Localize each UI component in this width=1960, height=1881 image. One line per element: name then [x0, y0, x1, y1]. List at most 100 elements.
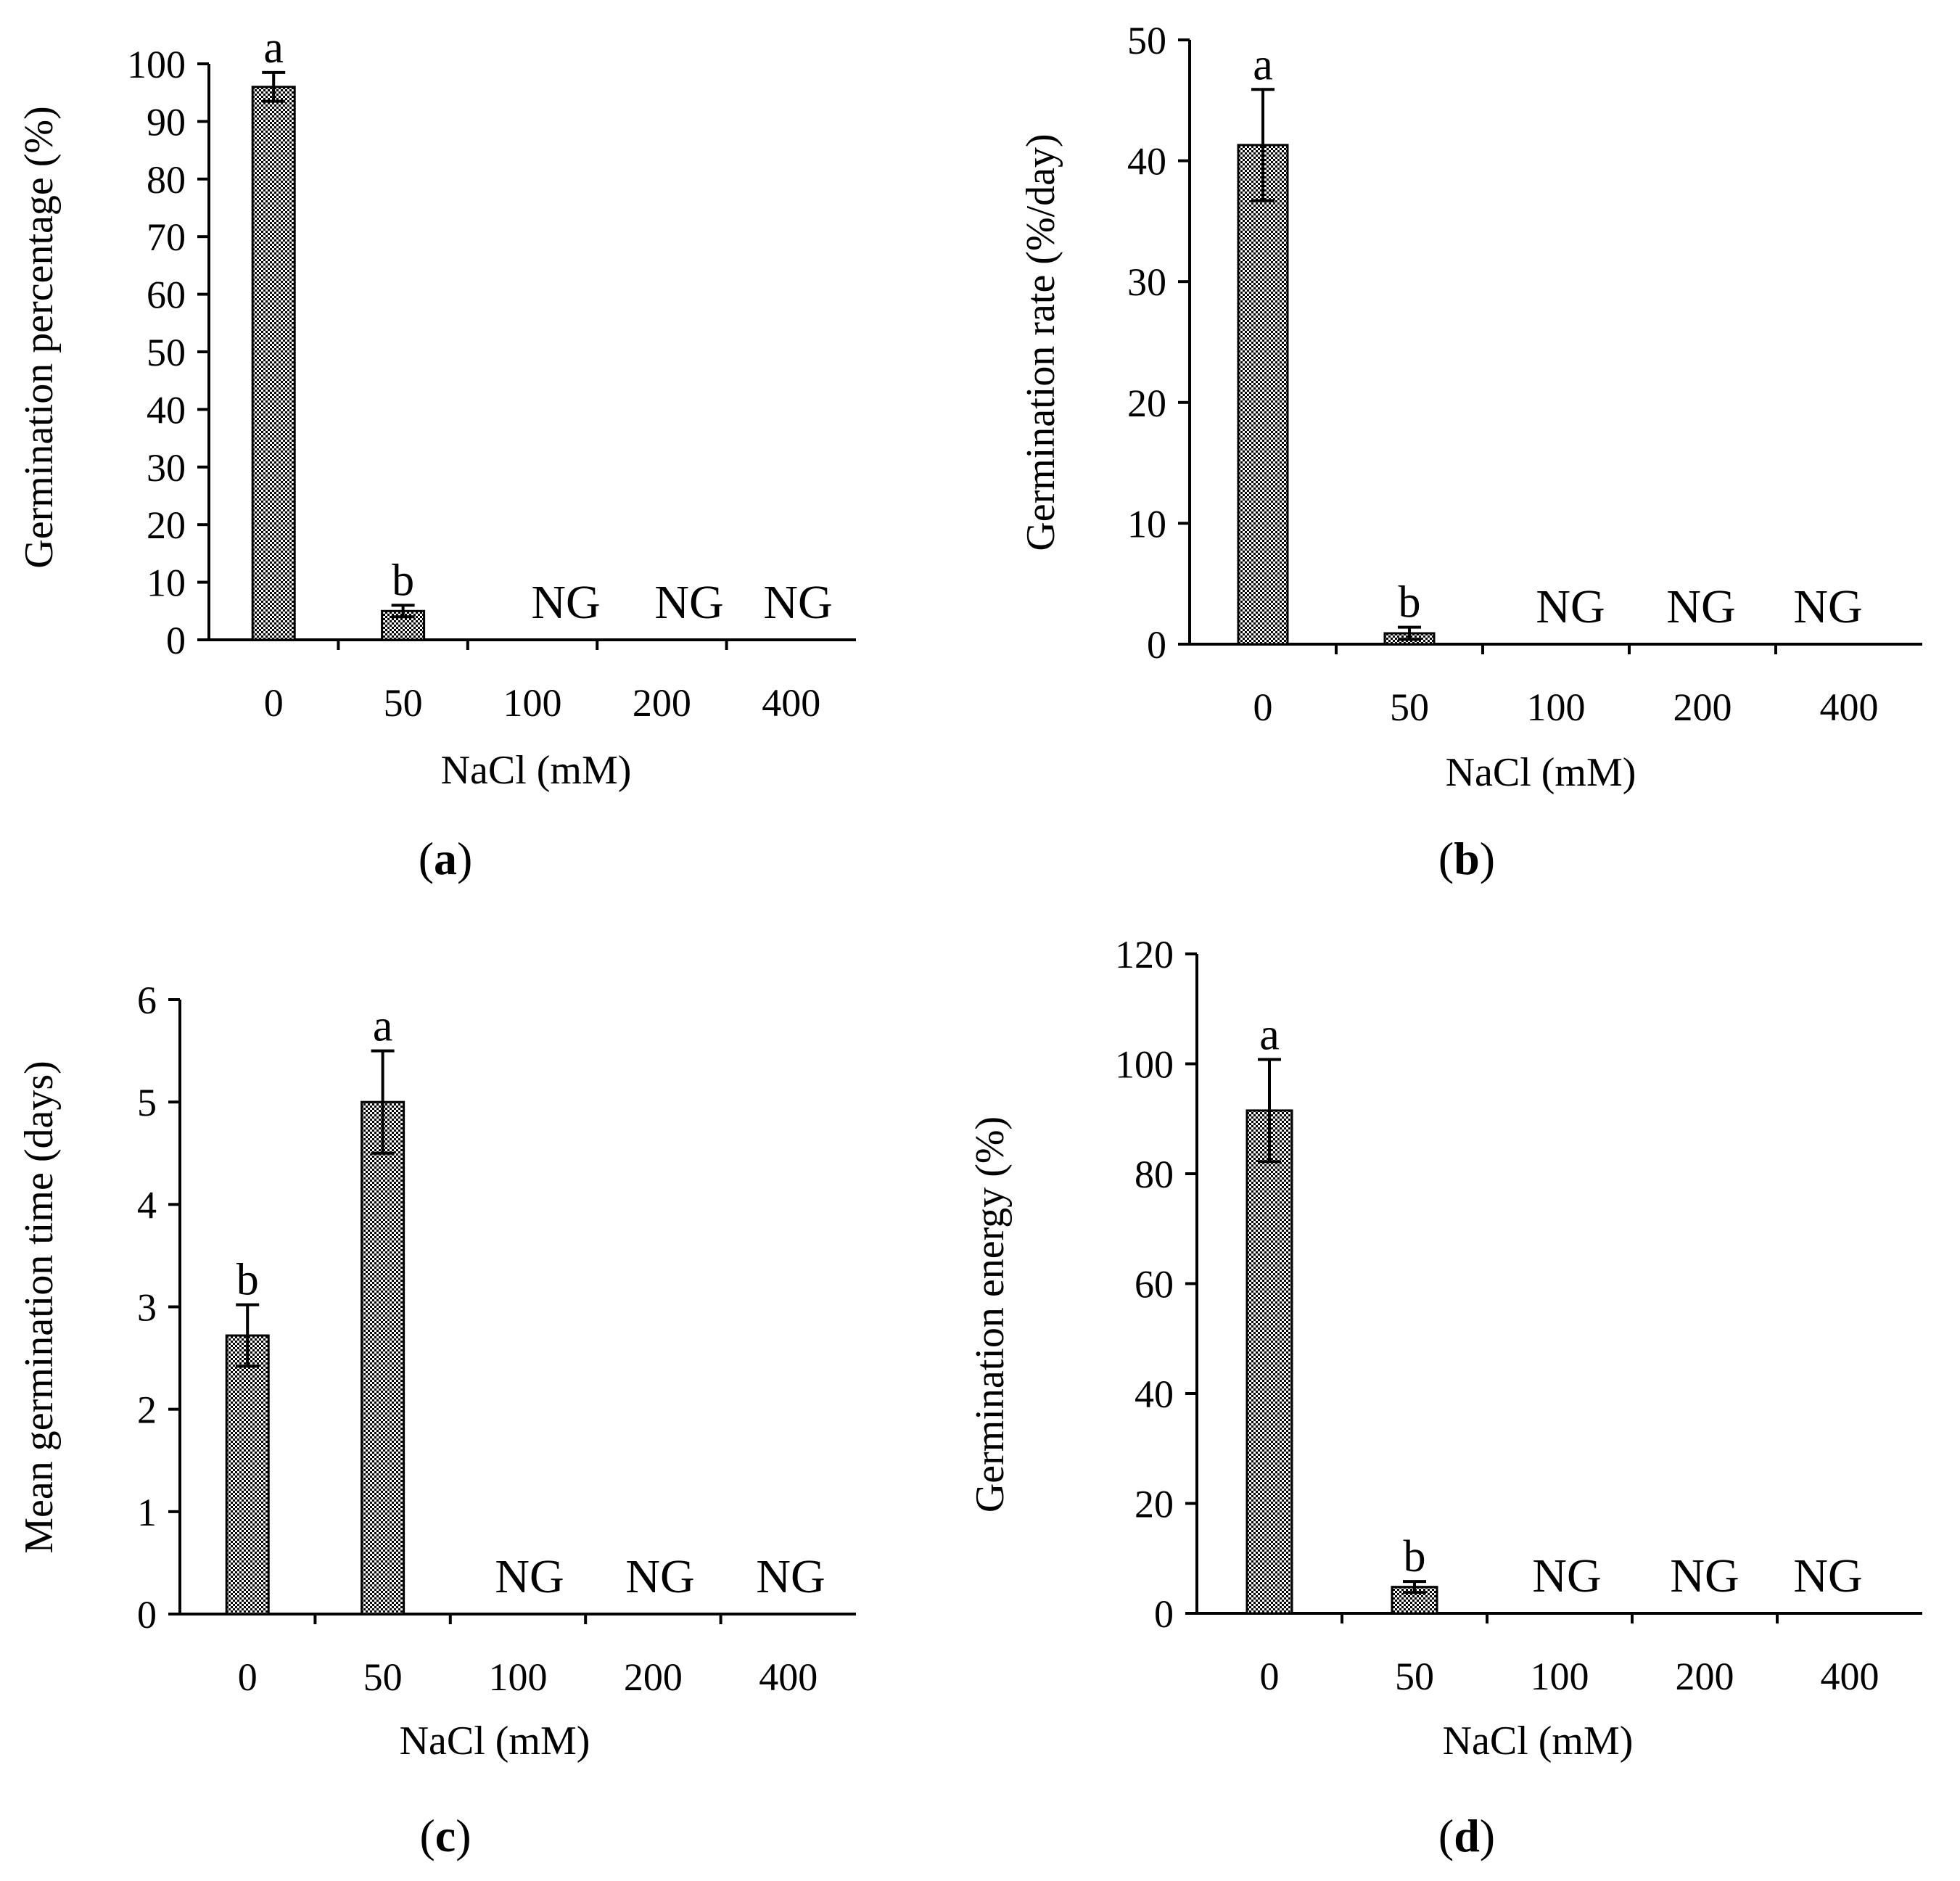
x-tick-label: 400	[759, 1655, 818, 1699]
x-tick-label: 200	[1673, 686, 1732, 729]
x-tick-label: 200	[1676, 1655, 1734, 1698]
no-germination-label: NG	[625, 1550, 694, 1603]
significance-letter: b	[392, 556, 414, 605]
y-tick-label: 10	[1127, 502, 1166, 546]
y-axis-title-a: Germination percentage (%)	[17, 106, 62, 568]
x-tick-label: 50	[384, 681, 423, 725]
y-tick-label: 20	[1135, 1483, 1174, 1526]
y-tick-label: 50	[1127, 19, 1166, 62]
x-tick-label: 200	[624, 1655, 683, 1699]
x-tick-label: 100	[503, 681, 562, 725]
plot-a: 0 10 20 30 40 50 60 70 80 90 100 0 a 50 b 100 NG 200 NG 400…	[127, 23, 856, 725]
x-axis-title-a: NaCl (mM)	[441, 748, 632, 793]
x-tick-label: 50	[1395, 1655, 1434, 1698]
y-tick-label: 30	[1127, 260, 1166, 304]
chart-panel-a: 0 10 20 30 40 50 60 70 80 90 100 0 a 50 b 100 NG 200 NG 400…	[17, 23, 856, 884]
y-axis-title-d: Germination energy (%)	[968, 1116, 1013, 1512]
significance-letter: b	[1404, 1532, 1426, 1581]
bar	[1237, 144, 1289, 646]
x-axis-title-c: NaCl (mM)	[400, 1719, 590, 1763]
y-tick-label: 100	[1115, 1043, 1174, 1087]
y-axis-title-b: Germination rate (%/day)	[1018, 133, 1063, 551]
significance-letter: b	[1399, 578, 1421, 627]
no-germination-label: NG	[531, 576, 600, 629]
panel-label-letter-c: c	[435, 1810, 456, 1861]
plot-b: 0 10 20 30 40 50 0 a 50 b 100 NG 200 NG 400 NG	[1127, 19, 1922, 729]
no-germination-label: NG	[1532, 1549, 1601, 1602]
x-tick-label: 100	[1531, 1655, 1589, 1698]
x-tick-label: 0	[238, 1655, 258, 1699]
no-germination-label: NG	[763, 576, 832, 629]
y-tick-label: 100	[127, 43, 186, 86]
significance-letter: a	[263, 23, 284, 73]
y-tick-label: 40	[1135, 1372, 1174, 1416]
no-germination-label: NG	[1793, 1549, 1862, 1602]
y-tick-label: 0	[1154, 1592, 1174, 1636]
chart-panel-c: 0 1 2 3 4 5 6 0 b 50 a 100 NG 200 NG 400 NG Mean germina…	[17, 979, 856, 1861]
x-tick-label: 200	[633, 681, 691, 725]
y-tick-label: 1	[137, 1491, 157, 1534]
panel-label-letter-d: d	[1454, 1810, 1480, 1861]
y-tick-label: 0	[137, 1593, 157, 1637]
y-tick-label: 40	[147, 388, 186, 432]
no-germination-label: NG	[1666, 580, 1735, 633]
significance-letter: a	[373, 1002, 393, 1051]
significance-letter: b	[236, 1256, 259, 1305]
y-tick-label: 80	[147, 158, 186, 202]
x-axis-title-d: NaCl (mM)	[1443, 1719, 1634, 1763]
y-tick-label: 120	[1115, 933, 1174, 976]
x-axis-title-b: NaCl (mM)	[1446, 750, 1636, 795]
x-tick-label: 400	[762, 681, 820, 725]
bar	[361, 1100, 405, 1615]
x-tick-label: 50	[1390, 686, 1429, 729]
x-tick-label: 0	[1260, 1655, 1280, 1698]
y-tick-label: 4	[137, 1183, 157, 1227]
x-tick-label: 100	[489, 1655, 548, 1699]
y-tick-label: 50	[147, 331, 186, 374]
y-tick-label: 20	[1127, 382, 1166, 425]
y-tick-label: 20	[147, 503, 186, 547]
y-tick-label: 6	[137, 979, 157, 1022]
significance-letter: a	[1253, 40, 1273, 89]
x-tick-label: 0	[264, 681, 284, 725]
chart-panel-b: 0 10 20 30 40 50 0 a 50 b 100 NG 200 NG 400 NG Germinat…	[1018, 19, 1922, 884]
y-tick-label: 70	[147, 215, 186, 259]
panel-label-a: (a)	[419, 833, 473, 884]
plot-d: 0 20 40 60 80 100 120 0 a 50 b 100 NG 200 NG 400 NG	[1115, 933, 1922, 1698]
y-tick-label: 80	[1135, 1153, 1174, 1196]
bar	[251, 86, 296, 641]
no-germination-label: NG	[1536, 580, 1605, 633]
x-tick-label: 400	[1820, 686, 1879, 729]
chart-panel-d: 0 20 40 60 80 100 120 0 a 50 b 100 NG 200 NG 400 NG Germ…	[968, 933, 1922, 1861]
x-tick-label: 0	[1253, 686, 1273, 729]
y-tick-label: 2	[137, 1388, 157, 1432]
no-germination-label: NG	[654, 576, 723, 629]
y-tick-label: 10	[147, 561, 186, 605]
panel-label-d: (d)	[1438, 1810, 1495, 1861]
y-tick-label: 30	[147, 446, 186, 490]
bar	[225, 1334, 270, 1615]
y-tick-label: 90	[147, 100, 186, 144]
no-germination-label: NG	[1793, 580, 1862, 633]
y-tick-label: 60	[147, 273, 186, 317]
panel-label-b: (b)	[1438, 833, 1495, 884]
y-tick-label: 60	[1135, 1263, 1174, 1306]
panel-label-letter-a: a	[434, 833, 457, 884]
y-tick-label: 5	[137, 1081, 157, 1124]
y-tick-label: 40	[1127, 140, 1166, 184]
y-axis-title-c: Mean germination time (days)	[17, 1061, 62, 1554]
plot-c: 0 1 2 3 4 5 6 0 b 50 a 100 NG 200 NG 400 NG	[137, 979, 856, 1699]
y-tick-label: 0	[1147, 623, 1166, 667]
no-germination-label: NG	[756, 1550, 825, 1603]
panel-label-letter-b: b	[1454, 833, 1480, 884]
x-tick-label: 100	[1527, 686, 1586, 729]
panel-label-c: (c)	[419, 1810, 471, 1861]
significance-letter: a	[1259, 1010, 1280, 1059]
x-tick-label: 400	[1821, 1655, 1879, 1698]
bar	[1245, 1109, 1293, 1615]
y-tick-label: 0	[166, 619, 186, 662]
x-tick-label: 50	[363, 1655, 403, 1699]
no-germination-label: NG	[495, 1550, 564, 1603]
no-germination-label: NG	[1670, 1549, 1739, 1602]
